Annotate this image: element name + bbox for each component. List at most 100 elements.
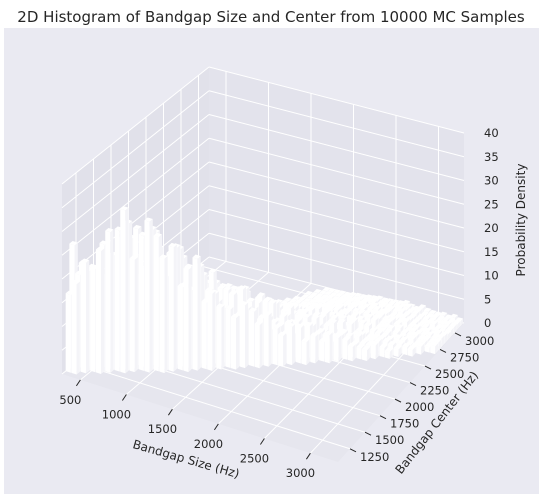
histogram-bar-top	[324, 291, 333, 296]
histogram-bar-front	[304, 293, 310, 296]
histogram-bar-top	[292, 295, 301, 300]
histogram-bar-front	[430, 345, 436, 355]
histogram-bar-top	[455, 317, 464, 322]
histogram-bar-top	[446, 326, 454, 331]
histogram-bar-top	[387, 305, 395, 310]
histogram-bar-top	[268, 299, 277, 304]
histogram-bar-top	[393, 301, 402, 307]
histogram-bar-top	[286, 303, 295, 309]
histogram-bar-top	[384, 347, 393, 352]
histogram-bar-top	[306, 294, 315, 300]
histogram-bar-top	[449, 322, 457, 328]
histogram-bar-front	[138, 234, 144, 371]
histogram-bar-top	[370, 316, 379, 321]
histogram-bar-side	[302, 298, 306, 302]
histogram-bar-top	[223, 286, 232, 291]
histogram-bar-top	[295, 323, 304, 328]
histogram-bar-top	[69, 240, 78, 246]
chart-title: 2D Histogram of Bandgap Size and Center …	[17, 8, 525, 26]
histogram-bar-top	[153, 232, 162, 238]
histogram-bar-top	[159, 254, 168, 259]
histogram-bar-top	[349, 292, 357, 297]
histogram-bar-top	[303, 298, 312, 303]
z-tick-label: 30	[484, 174, 499, 188]
histogram-bar-top	[394, 334, 403, 339]
histogram-bar-front	[230, 316, 237, 370]
histogram-bar-top	[422, 335, 431, 341]
histogram-bar-top	[440, 324, 449, 329]
histogram-bar-side	[447, 331, 451, 341]
histogram-bar-top	[368, 336, 377, 341]
histogram-bar-top	[395, 323, 404, 329]
y-tick-mark	[394, 398, 402, 403]
y-tick-mark	[349, 448, 357, 453]
histogram-bar-top	[423, 327, 432, 332]
x-tick-mark	[259, 438, 265, 445]
histogram-bar-side	[454, 324, 457, 334]
histogram-bar-front	[356, 347, 362, 360]
histogram-bar-side	[101, 248, 105, 375]
histogram-bar-top	[293, 317, 302, 323]
histogram-bar-top	[384, 318, 393, 324]
histogram-bar-front	[225, 308, 231, 369]
histogram-bars	[65, 206, 464, 375]
z-axis-label: Probability Density	[514, 164, 528, 277]
histogram-bar-front	[342, 339, 348, 360]
x-tick-mark	[121, 394, 127, 401]
histogram-bar-top	[330, 314, 339, 319]
histogram-bar-top	[402, 343, 410, 348]
histogram-bar-front	[347, 345, 353, 362]
histogram-bar-top	[409, 327, 418, 332]
histogram-bar-top	[192, 254, 201, 259]
histogram-bar-front	[65, 293, 71, 373]
grid-line-z	[208, 66, 465, 134]
histogram-bar-top	[246, 297, 255, 302]
histogram-bar-top	[321, 309, 330, 315]
histogram-bar-top	[441, 317, 450, 322]
grid-line-z	[61, 114, 210, 232]
histogram-bar-top	[354, 292, 363, 297]
histogram-bar-top	[410, 319, 419, 325]
y-tick-label: 1750	[390, 417, 419, 431]
histogram-bar-top	[397, 308, 406, 313]
histogram-bar-side	[457, 321, 461, 330]
x-tick-label: 500	[59, 393, 81, 407]
histogram-bar-top	[402, 317, 410, 323]
histogram-bar-front	[333, 336, 339, 362]
histogram-bar-top	[326, 294, 335, 299]
histogram-bar-top	[383, 329, 392, 334]
histogram-bar-top	[302, 313, 311, 318]
histogram-bar-side	[438, 339, 442, 351]
histogram-bar-top	[207, 289, 216, 294]
z-tick-label: 5	[484, 292, 491, 306]
histogram-bar-top	[415, 306, 423, 312]
histogram-bar-top	[262, 297, 271, 303]
histogram-bar-top	[351, 311, 360, 317]
histogram-bar-top	[443, 320, 452, 326]
histogram-bar-top	[345, 332, 354, 337]
histogram-bar-top	[434, 329, 443, 334]
histogram-bar-side	[327, 288, 331, 292]
y-tick-label: 1500	[375, 433, 404, 447]
histogram-bar-side	[389, 348, 393, 359]
grid-line-y	[75, 362, 351, 450]
histogram-bar-top	[332, 306, 341, 311]
histogram-bar-top	[333, 289, 341, 294]
histogram-bar-top	[300, 309, 309, 314]
z-tick-label: 0	[484, 316, 491, 330]
histogram-bar-side	[173, 244, 177, 372]
histogram-bar-top	[412, 324, 421, 329]
histogram-bar-side	[421, 343, 424, 355]
histogram-bar-top	[356, 315, 365, 320]
histogram-bar-top	[333, 333, 342, 339]
histogram-bar-top	[411, 331, 420, 337]
y-tick-mark	[409, 382, 417, 387]
histogram-bar-top	[297, 296, 306, 301]
x-tick-label: 1000	[102, 408, 131, 422]
histogram-bar-side	[259, 322, 263, 369]
histogram-bar-top	[388, 340, 396, 346]
histogram-bar-front	[263, 313, 269, 367]
histogram-bar-side	[236, 315, 240, 370]
histogram-bar-top	[95, 246, 105, 252]
histogram-bar-front	[416, 345, 422, 355]
